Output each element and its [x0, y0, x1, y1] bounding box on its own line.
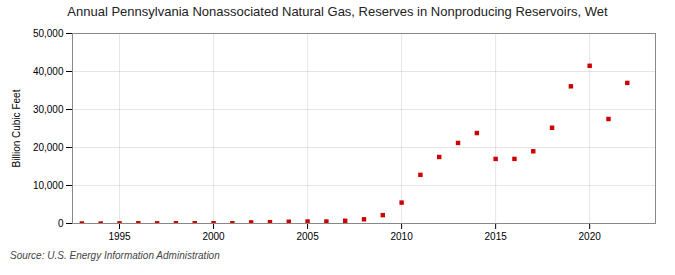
svg-text:Billion Cubic Feet: Billion Cubic Feet — [11, 89, 22, 167]
svg-text:2000: 2000 — [202, 231, 225, 242]
html-text:Source: U.S. Energy Informatio: Source: U.S. Energy Information Administ… — [10, 250, 220, 261]
svg-text:2010: 2010 — [390, 231, 413, 242]
html-text:Annual Pennsylvania Nonassocia: Annual Pennsylvania Nonassociated Natura… — [67, 4, 608, 19]
svg-text:2005: 2005 — [296, 231, 319, 242]
svg-text:10,000: 10,000 — [33, 180, 64, 191]
svg-text:2015: 2015 — [485, 231, 508, 242]
svg-text:0: 0 — [58, 218, 64, 229]
svg-text:1995: 1995 — [108, 231, 131, 242]
svg-text:50,000: 50,000 — [33, 28, 64, 39]
svg-text:2020: 2020 — [579, 231, 602, 242]
svg-text:30,000: 30,000 — [33, 104, 64, 115]
svg-text:20,000: 20,000 — [33, 142, 64, 153]
svg-text:40,000: 40,000 — [33, 66, 64, 77]
